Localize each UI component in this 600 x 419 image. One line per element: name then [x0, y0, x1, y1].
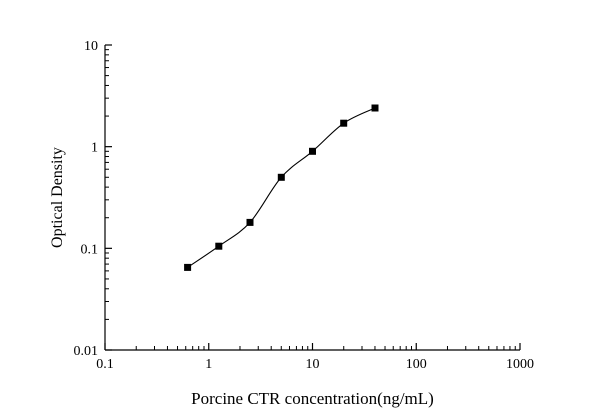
- y-tick-label: 10: [84, 39, 98, 54]
- data-point-marker: [277, 173, 285, 181]
- y-axis-title: Optical Density: [49, 147, 66, 248]
- x-tick-label: 0.1: [96, 357, 114, 372]
- data-point-marker: [246, 218, 254, 226]
- y-tick-label: 1: [91, 141, 98, 156]
- data-point-marker: [309, 147, 316, 155]
- x-tick-label: 1000: [506, 357, 534, 372]
- x-tick-label: 100: [406, 357, 427, 372]
- x-tick-label: 1: [205, 357, 212, 372]
- data-point-marker: [371, 104, 379, 112]
- data-point-marker: [340, 119, 348, 127]
- data-point-marker: [184, 263, 192, 271]
- y-tick-label: 0.1: [81, 242, 99, 257]
- x-axis-title: Porcine CTR concentration(ng/mL): [191, 389, 434, 408]
- data-point-marker: [215, 242, 223, 250]
- x-tick-label: 10: [306, 357, 320, 372]
- y-tick-label: 0.01: [74, 344, 99, 359]
